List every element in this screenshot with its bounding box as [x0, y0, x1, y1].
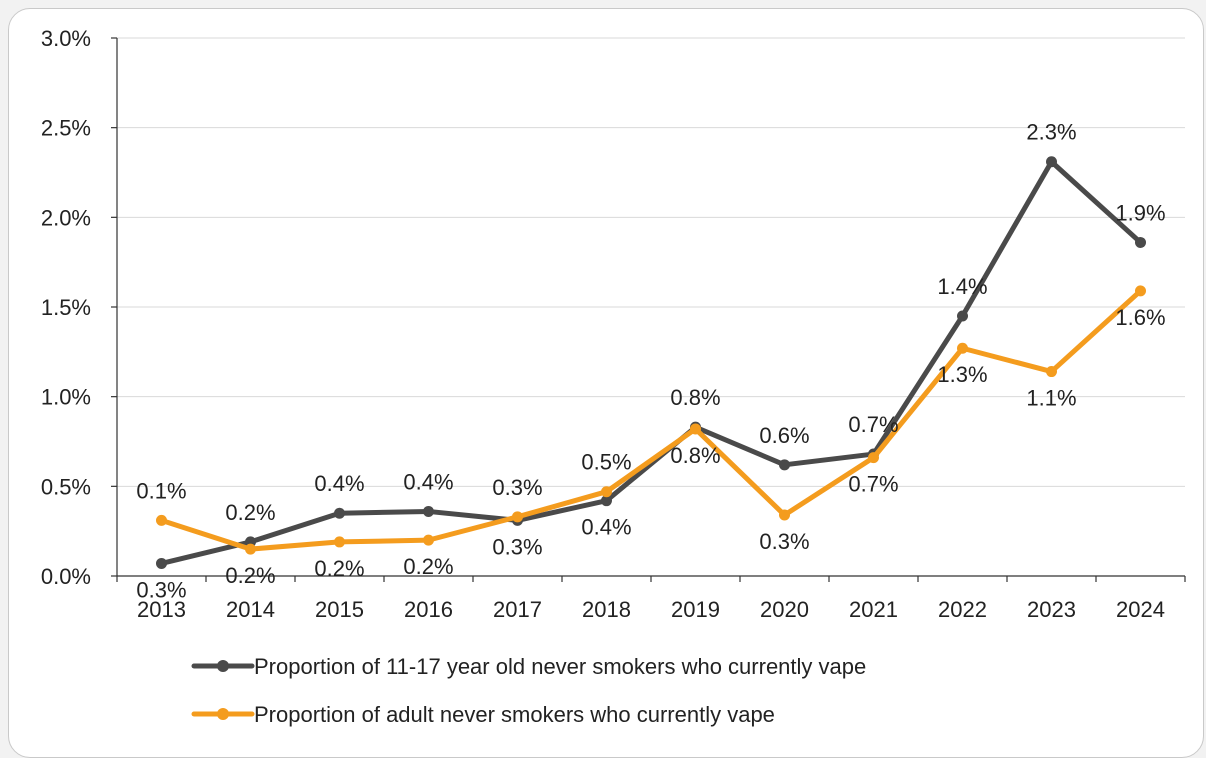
- data-label: 0.3%: [136, 577, 186, 602]
- data-point: [868, 452, 879, 464]
- data-labels: 0.3% 0.1% 0.2% 0.2% 0.4% 0.2% 0.4% 0.2% 0.3% 0.3%…: [136, 120, 1165, 603]
- y-tick-label: 0.5%: [41, 474, 91, 499]
- data-point: [957, 342, 968, 354]
- data-label: 0.3%: [759, 529, 809, 554]
- data-label: 0.3%: [492, 475, 542, 500]
- data-label: 1.6%: [1115, 305, 1165, 330]
- data-label: 0.4%: [403, 469, 453, 494]
- x-tick-label: 2018: [582, 597, 631, 622]
- x-tick-label: 2014: [226, 597, 275, 622]
- x-tick-label: 2016: [404, 597, 453, 622]
- data-label: 0.4%: [581, 515, 631, 540]
- series-line-2: [159, 288, 1143, 552]
- data-label: 0.3%: [492, 534, 542, 559]
- series-line-1: [159, 159, 1143, 566]
- data-label: 0.2%: [225, 563, 275, 588]
- gridlines: [117, 37, 1185, 487]
- legend-label: Proportion of adult never smokers who cu…: [254, 702, 775, 727]
- data-point: [423, 505, 434, 517]
- x-tick-label: 2024: [1116, 597, 1165, 622]
- x-tick-label: 2023: [1027, 597, 1076, 622]
- legend: Proportion of 11-17 year old never smoke…: [191, 654, 866, 727]
- data-point: [334, 507, 345, 519]
- legend-label: Proportion of 11-17 year old never smoke…: [254, 654, 866, 679]
- x-tick-label: 2020: [760, 597, 809, 622]
- series-lines: [156, 156, 1146, 569]
- line-chart: 0.0%0.5%1.0%1.5%2.0%2.5%3.0% 2013 2014 201…: [41, 26, 1186, 727]
- data-point: [156, 514, 167, 526]
- y-tick-label: 1.0%: [41, 385, 91, 410]
- x-tick-label: 2013: [137, 597, 186, 622]
- data-label: 0.2%: [314, 556, 364, 581]
- data-label: 0.4%: [314, 471, 364, 496]
- data-label: 0.7%: [848, 412, 898, 437]
- y-tick-label: 2.0%: [41, 205, 91, 230]
- data-label: 0.8%: [670, 443, 720, 468]
- data-label: 0.8%: [670, 385, 720, 410]
- data-label: 2.3%: [1026, 120, 1076, 145]
- x-tick-labels: 2013 2014 2015 2016 2017 2018 2019 2020 2021 2022…: [137, 597, 1165, 622]
- data-label: 1.4%: [937, 274, 987, 299]
- data-point: [779, 509, 790, 521]
- legend-swatch-marker: [217, 660, 229, 672]
- data-label: 0.7%: [848, 472, 898, 497]
- data-point: [423, 534, 434, 546]
- data-point: [1135, 236, 1146, 248]
- data-point: [1135, 285, 1146, 297]
- data-point: [156, 557, 167, 569]
- x-tick-label: 2015: [315, 597, 364, 622]
- y-tick-label: 3.0%: [41, 26, 91, 51]
- data-point: [334, 536, 345, 548]
- data-label: 0.6%: [759, 423, 809, 448]
- data-label: 1.9%: [1115, 200, 1165, 225]
- data-point: [690, 423, 701, 435]
- y-tick-label: 0.0%: [41, 564, 91, 589]
- y-tick-labels: 0.0% 0.5% 1.0% 1.5% 2.0% 2.5% 3.0%: [41, 26, 91, 589]
- y-tick-label: 2.5%: [41, 116, 91, 141]
- data-point: [601, 495, 612, 507]
- data-point: [512, 511, 523, 523]
- data-point: [957, 310, 968, 322]
- x-tick-label: 2019: [671, 597, 720, 622]
- x-tick-label: 2022: [938, 597, 987, 622]
- x-tick-label: 2021: [849, 597, 898, 622]
- data-label: 0.5%: [581, 450, 631, 475]
- y-tick-label: 1.5%: [41, 295, 91, 320]
- data-label: 1.3%: [937, 362, 987, 387]
- data-label: 0.2%: [403, 554, 453, 579]
- data-point: [779, 459, 790, 471]
- x-tick-label: 2017: [493, 597, 542, 622]
- data-point: [601, 486, 612, 498]
- data-point: [1046, 156, 1057, 168]
- data-label: 0.2%: [225, 500, 275, 525]
- legend-swatch-marker: [217, 708, 229, 720]
- axes: [111, 37, 1186, 582]
- chart-frame: [8, 8, 1204, 758]
- data-point: [245, 543, 256, 555]
- data-label: 0.1%: [136, 478, 186, 503]
- data-label: 1.1%: [1026, 386, 1076, 411]
- data-point: [1046, 366, 1057, 378]
